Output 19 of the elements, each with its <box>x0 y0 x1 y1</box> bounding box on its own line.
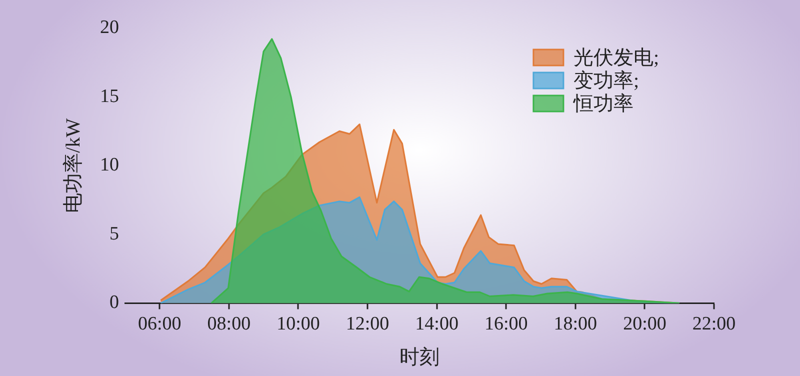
x-tick-label: 14:00 <box>415 314 458 335</box>
x-tick-label: 06:00 <box>138 314 182 335</box>
x-tick-label: 16:00 <box>484 314 528 335</box>
x-tick-label: 18:00 <box>554 314 598 335</box>
x-tick-label: 12:00 <box>346 314 390 335</box>
x-tick-label: 10:00 <box>276 314 320 335</box>
x-tick-label: 08:00 <box>207 314 251 335</box>
y-tick-label: 15 <box>100 86 119 107</box>
x-tick-label: 20:00 <box>623 314 666 335</box>
y-axis-title: 电功率/kW <box>62 118 84 213</box>
x-axis-title: 时刻 <box>400 346 440 368</box>
y-tick-label: 5 <box>110 223 119 244</box>
y-tick-label: 0 <box>110 292 119 314</box>
x-tick-label: 22:00 <box>692 314 736 335</box>
legend-label: 变功率; <box>573 70 640 92</box>
legend-label: 光伏发电; <box>573 46 660 69</box>
legend-label: 恒功率 <box>572 92 634 115</box>
y-tick-label: 10 <box>100 154 119 176</box>
y-tick-label: 20 <box>100 16 119 38</box>
